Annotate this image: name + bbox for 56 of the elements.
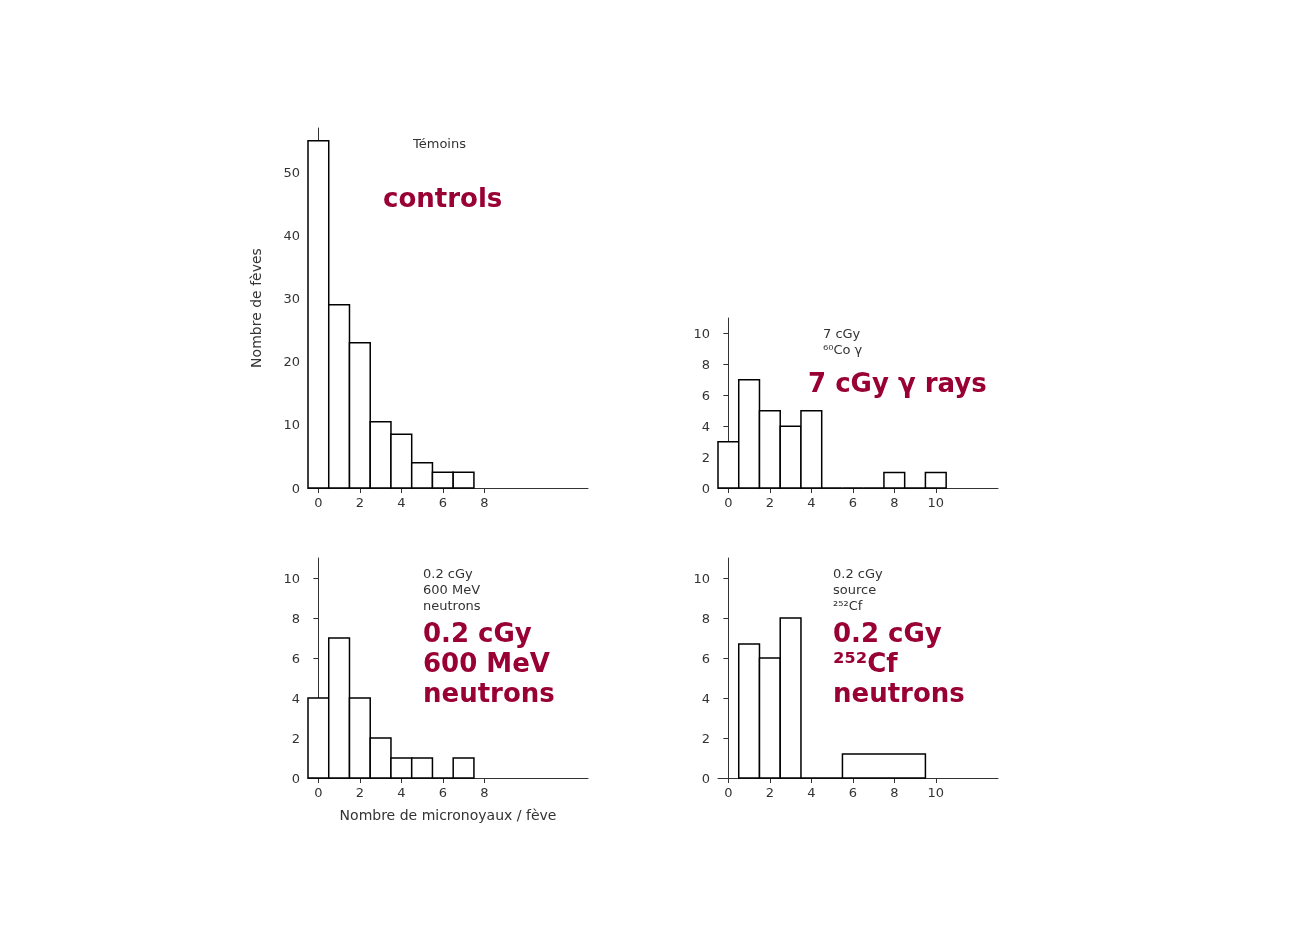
text: Témoins bbox=[412, 135, 467, 151]
y-tick-label: 0 bbox=[701, 770, 710, 786]
text: 0.2 cGy ²⁵²Cf neutrons bbox=[833, 618, 965, 708]
x-tick-label: 4 bbox=[397, 495, 406, 510]
y-tick-label: 10 bbox=[283, 417, 300, 433]
y-tick-label: 8 bbox=[701, 610, 710, 626]
y-tick-label: 0 bbox=[701, 480, 710, 496]
x-tick-label: 6 bbox=[438, 495, 447, 510]
x-tick-label: 2 bbox=[765, 495, 774, 510]
text: 0.2 cGy 600 MeV neutrons bbox=[423, 618, 555, 708]
x-tick-label: 10 bbox=[927, 785, 945, 800]
y-tick-label: 6 bbox=[701, 387, 710, 403]
x-tick-label: 6 bbox=[848, 495, 857, 510]
x-axis-title: Nombre de micronoyaux / fève bbox=[339, 807, 557, 823]
y-tick-label: 6 bbox=[291, 650, 300, 666]
y-tick-label: 2 bbox=[701, 449, 710, 465]
x-tick-label: 8 bbox=[480, 785, 489, 800]
x-tick-label: 2 bbox=[355, 495, 364, 510]
y-tick-label: 0 bbox=[291, 480, 300, 496]
y-tick-label: 4 bbox=[701, 418, 710, 434]
x-tick-label: 4 bbox=[807, 785, 816, 800]
y-tick-label: 0 bbox=[291, 770, 300, 786]
text: controls bbox=[383, 183, 503, 213]
x-tick-label: 8 bbox=[890, 785, 899, 800]
x-tick-label: 4 bbox=[807, 495, 816, 510]
x-tick-label: 2 bbox=[765, 785, 774, 800]
text: 0.2 cGy source ²⁵²Cf bbox=[833, 565, 884, 613]
text: 7 cGy γ rays bbox=[808, 368, 987, 398]
x-tick-label: 0 bbox=[724, 495, 733, 510]
y-tick-label: 10 bbox=[693, 325, 710, 341]
text: 7 cGy ⁶⁰Co γ bbox=[823, 325, 863, 357]
x-tick-label: 2 bbox=[355, 785, 364, 800]
y-tick-label: 50 bbox=[283, 164, 300, 180]
y-tick-label: 40 bbox=[283, 227, 300, 243]
x-tick-label: 0 bbox=[314, 785, 323, 800]
y-tick-label: 8 bbox=[701, 356, 710, 372]
y-tick-label: 10 bbox=[693, 570, 710, 586]
x-tick-label: 10 bbox=[927, 495, 945, 510]
y-tick-label: 2 bbox=[701, 730, 710, 746]
x-tick-label: 0 bbox=[724, 785, 733, 800]
y-tick-label: 30 bbox=[283, 291, 300, 307]
x-tick-label: 6 bbox=[848, 785, 857, 800]
y-tick-label: 4 bbox=[701, 690, 710, 706]
y-tick-label: 6 bbox=[701, 650, 710, 666]
text: 0.2 cGy 600 MeV neutrons bbox=[423, 565, 481, 613]
y-axis-title: Nombre de fèves bbox=[248, 248, 264, 368]
y-tick-label: 20 bbox=[283, 354, 300, 370]
x-tick-label: 8 bbox=[480, 495, 489, 510]
x-tick-label: 6 bbox=[438, 785, 447, 800]
x-tick-label: 4 bbox=[397, 785, 406, 800]
y-tick-label: 2 bbox=[291, 730, 300, 746]
x-tick-label: 8 bbox=[890, 495, 899, 510]
y-tick-label: 4 bbox=[291, 690, 300, 706]
y-tick-label: 8 bbox=[291, 610, 300, 626]
y-tick-label: 10 bbox=[283, 570, 300, 586]
x-tick-label: 0 bbox=[314, 495, 323, 510]
